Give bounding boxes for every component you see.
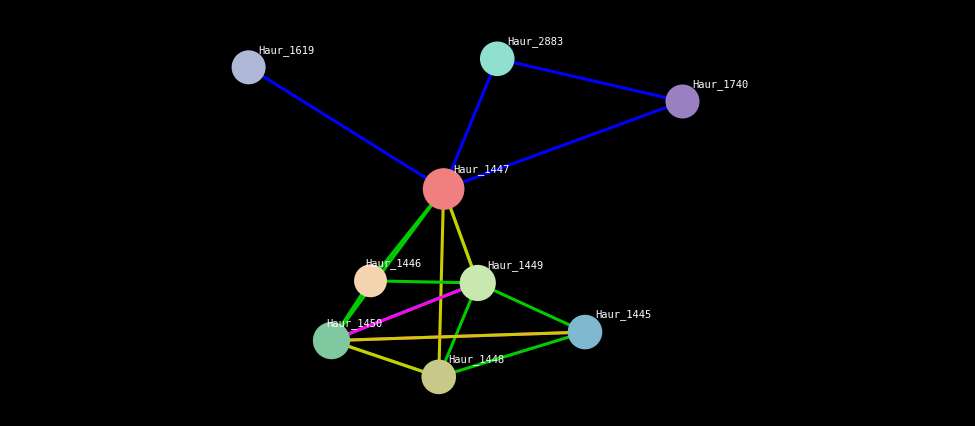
Text: Haur_1740: Haur_1740 xyxy=(692,78,749,89)
Point xyxy=(363,278,378,285)
Text: Haur_1619: Haur_1619 xyxy=(258,44,315,55)
Point xyxy=(241,65,256,72)
Text: Haur_1450: Haur_1450 xyxy=(327,317,383,328)
Text: Haur_1449: Haur_1449 xyxy=(488,259,544,271)
Text: Haur_1448: Haur_1448 xyxy=(448,353,505,364)
Point xyxy=(577,329,593,336)
Text: Haur_2883: Haur_2883 xyxy=(507,36,564,47)
Point xyxy=(324,337,339,344)
Point xyxy=(431,374,447,380)
Point xyxy=(436,186,451,193)
Text: Haur_1445: Haur_1445 xyxy=(595,308,651,320)
Text: Haur_1446: Haur_1446 xyxy=(366,257,422,268)
Point xyxy=(470,280,486,287)
Point xyxy=(489,56,505,63)
Text: Haur_1447: Haur_1447 xyxy=(453,164,510,175)
Point xyxy=(675,99,690,106)
